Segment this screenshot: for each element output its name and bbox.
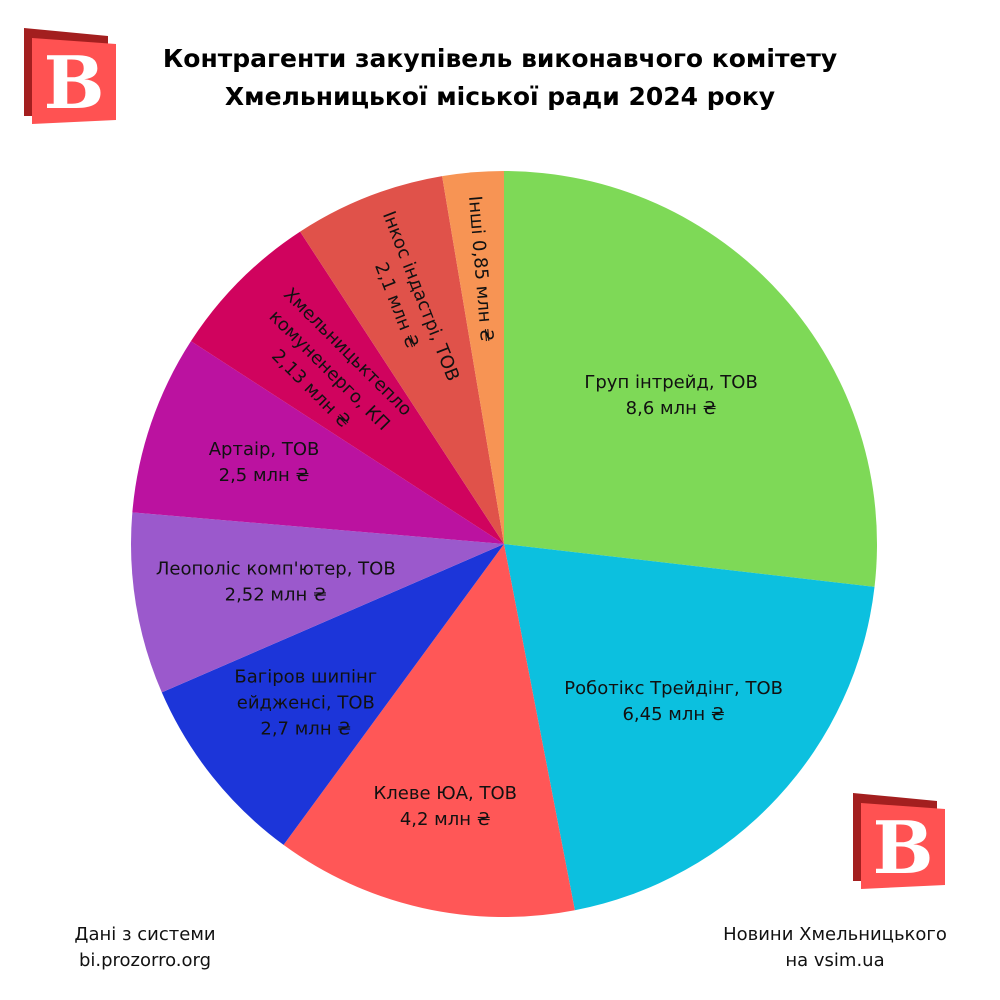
logo-top-left: В bbox=[24, 28, 116, 125]
source-note: Дані з системи bi.prozorro.org bbox=[40, 922, 250, 974]
logo-bottom-right: В bbox=[853, 793, 945, 890]
slice-label-line: 2,7 млн ₴ bbox=[260, 718, 351, 739]
slice-label: Роботікс Трейдінг, ТОВ 6,45 млн ₴ bbox=[564, 678, 783, 725]
brand-note: Новини Хмельницького на vsim.ua bbox=[690, 922, 980, 974]
logo-letter: В bbox=[873, 805, 934, 890]
slice-label-line: Леополіс комп'ютер, ТОВ bbox=[156, 558, 396, 579]
slice-label-line: Груп інтрейд, ТОВ bbox=[584, 372, 757, 393]
slice-label-line: 2,52 млн ₴ bbox=[225, 584, 327, 605]
pie-slice bbox=[300, 176, 504, 544]
brand-line-1: Новини Хмельницького bbox=[723, 924, 947, 945]
slice-label: Артаір, ТОВ 2,5 млн ₴ bbox=[209, 439, 320, 486]
pie-slice bbox=[504, 544, 875, 911]
slice-label: Груп інтрейд, ТОВ 8,6 млн ₴ bbox=[584, 372, 757, 419]
slice-label-line: Багіров шипінг bbox=[234, 666, 377, 687]
pie-slice bbox=[161, 544, 504, 845]
slice-label: Клеве ЮА, ТОВ 4,2 млн ₴ bbox=[374, 783, 517, 830]
pie-slice bbox=[132, 341, 504, 544]
pie-slice bbox=[442, 171, 504, 544]
slice-label-line: 4,2 млн ₴ bbox=[400, 809, 491, 830]
pie-slice bbox=[130, 512, 504, 693]
pie-slice bbox=[283, 544, 575, 917]
slice-label-line: 6,45 млн ₴ bbox=[622, 704, 724, 725]
slice-label-line: Артаір, ТОВ bbox=[209, 439, 320, 460]
title-line-2: Хмельницької міської ради 2024 року bbox=[224, 82, 776, 111]
source-line-1: Дані з системи bbox=[74, 924, 216, 945]
slice-label-line: Клеве ЮА, ТОВ bbox=[374, 783, 517, 804]
slice-label-line: 2,5 млн ₴ bbox=[219, 465, 310, 486]
title-line-1: Контрагенти закупівель виконавчого коміт… bbox=[162, 44, 838, 73]
source-line-2[interactable]: bi.prozorro.org bbox=[78, 950, 212, 971]
brand-line-2[interactable]: на vsim.ua bbox=[785, 950, 885, 971]
slice-label: Багіров шипінг ейдженсі, ТОВ 2,7 млн ₴ bbox=[234, 666, 377, 739]
pie-slice bbox=[504, 171, 877, 587]
slice-label-line: ейдженсі, ТОВ bbox=[237, 692, 375, 713]
pie-slice bbox=[190, 231, 504, 544]
slice-label: Леополіс комп'ютер, ТОВ 2,52 млн ₴ bbox=[156, 558, 396, 605]
slice-label-line: Роботікс Трейдінг, ТОВ bbox=[564, 678, 783, 699]
slice-label-line: 8,6 млн ₴ bbox=[626, 398, 717, 419]
logo-letter: В bbox=[44, 40, 105, 125]
chart-title: Контрагенти закупівель виконавчого коміт… bbox=[0, 40, 1000, 116]
